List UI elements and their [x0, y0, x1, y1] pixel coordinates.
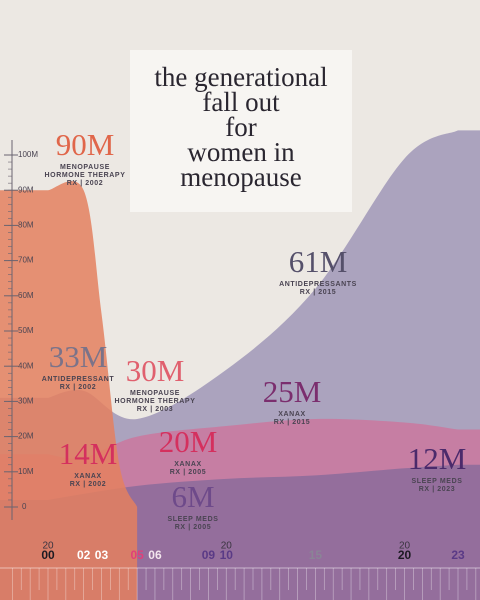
annotation-name: SLEEP MEDS: [168, 516, 219, 523]
y-tick-label: 10M: [18, 467, 34, 476]
annotation-value: 12M: [408, 441, 467, 476]
y-tick-label: 0: [22, 502, 27, 511]
annotation-name: XANAX: [174, 461, 202, 468]
y-tick-label: 50M: [18, 326, 34, 335]
annotation-name: ANTIDEPRESSANT: [42, 376, 115, 383]
annotation-name: HORMONE THERAPY: [115, 398, 196, 405]
x-tick-label: 03: [95, 548, 109, 562]
decade-label: 20: [221, 541, 233, 552]
y-tick-label: 100M: [18, 150, 38, 159]
y-tick-label: 90M: [18, 185, 34, 194]
annotation-name: MENOPAUSE: [130, 390, 180, 397]
title-line: fall out: [202, 87, 280, 117]
annotation-note: RX | 2015: [274, 419, 311, 426]
annotation-note: RX | 2015: [300, 289, 337, 296]
x-tick-label: 20: [398, 548, 412, 562]
annotation-name: XANAX: [74, 473, 102, 480]
y-tick-label: 20M: [18, 432, 34, 441]
annotation-note: RX | 2005: [170, 469, 207, 476]
annotation-value: 14M: [59, 436, 118, 471]
annotation-name: MENOPAUSE: [60, 164, 110, 171]
x-tick-label: 02: [77, 548, 91, 562]
area: [0, 181, 138, 600]
annotation-note: RX | 2023: [419, 486, 456, 493]
annotation-note: RX | 2002: [67, 180, 104, 187]
annotation-name: ANTIDEPRESSANTS: [279, 281, 357, 288]
annotation-name: SLEEP MEDS: [412, 478, 463, 485]
title-line: for: [225, 112, 256, 142]
y-tick-label: 40M: [18, 361, 34, 370]
x-tick-label: 10: [220, 548, 234, 562]
annotation-value: 90M: [56, 127, 115, 162]
annotation-note: RX | 2005: [175, 524, 212, 531]
annotation-name: HORMONE THERAPY: [45, 172, 126, 179]
annotation-name: XANAX: [278, 411, 306, 418]
x-tick-label: 06: [148, 548, 162, 562]
x-tick-label: 05: [130, 548, 144, 562]
x-tick-label: 23: [451, 548, 465, 562]
x-tick-label: 15: [309, 548, 323, 562]
title-line: the generational: [154, 62, 327, 92]
annotation-value: 25M: [263, 374, 322, 409]
areas: [0, 130, 480, 600]
annotation-value: 33M: [49, 339, 108, 374]
decade-label: 20: [42, 541, 54, 552]
x-tick-label: 09: [202, 548, 216, 562]
y-tick-label: 80M: [18, 221, 34, 230]
annotation-value: 6M: [171, 479, 214, 514]
annotation-value: 61M: [289, 244, 348, 279]
y-tick-label: 70M: [18, 256, 34, 265]
annotation-note: RX | 2003: [137, 406, 174, 413]
y-tick-label: 30M: [18, 397, 34, 406]
x-tick-label: 00: [41, 548, 55, 562]
annotation-note: RX | 2002: [70, 481, 107, 488]
title-line: women in: [187, 137, 295, 167]
y-tick-label: 60M: [18, 291, 34, 300]
title-line: menopause: [180, 162, 301, 192]
annotation-value: 20M: [159, 424, 218, 459]
decade-label: 20: [399, 541, 411, 552]
annotation-note: RX | 2002: [60, 384, 97, 391]
title-box: [130, 50, 352, 212]
annotation-value: 30M: [126, 353, 185, 388]
